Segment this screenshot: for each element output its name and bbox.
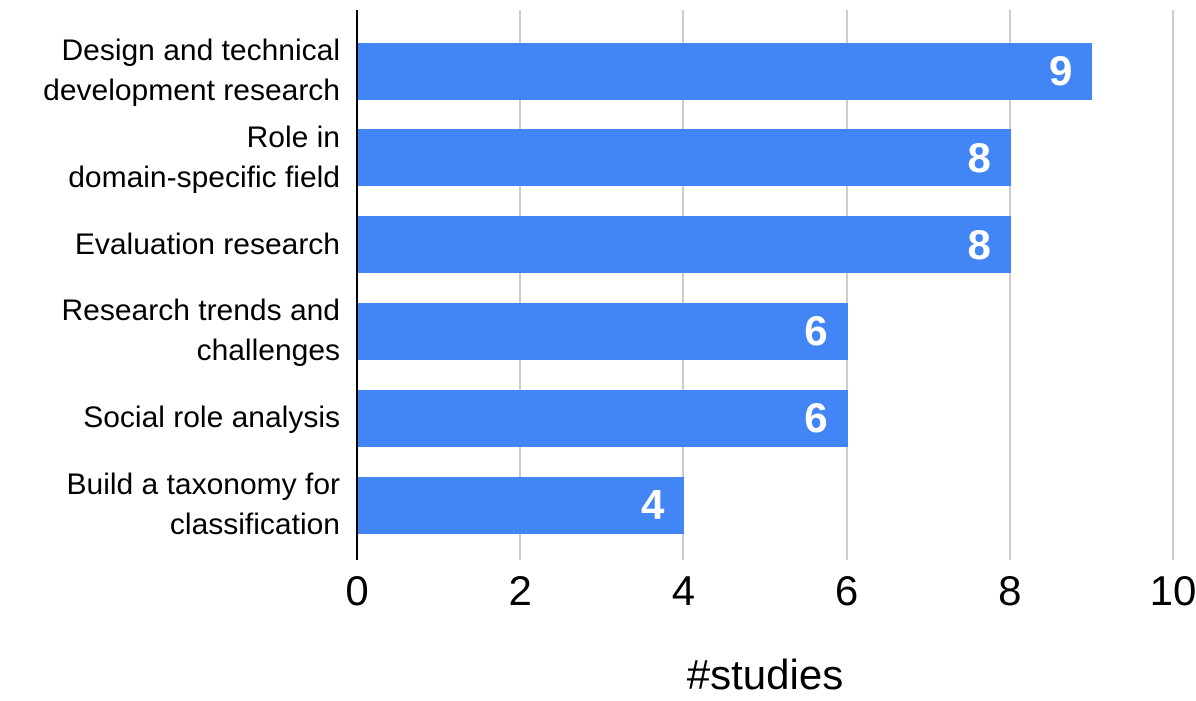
category-label-line: classification xyxy=(169,508,340,541)
category-label-line: domain-specific field xyxy=(68,160,340,194)
bar: 4 xyxy=(358,476,685,534)
bar-value-label: 8 xyxy=(967,220,991,268)
y-axis-line xyxy=(356,10,358,560)
category-label-line: Evaluation research xyxy=(74,227,340,261)
bar-value-label: 8 xyxy=(967,133,991,181)
category-label: Social role analysis xyxy=(0,368,340,468)
category-label: Role in domain-specific field xyxy=(0,108,340,208)
category-label: Design and technical development research xyxy=(0,21,340,121)
gridline xyxy=(845,10,848,560)
bar: 8 xyxy=(358,216,1011,274)
x-axis-title: #studies xyxy=(686,651,844,698)
gridline xyxy=(519,10,522,560)
bar-value-label: 9 xyxy=(1049,47,1073,94)
bar: 6 xyxy=(358,302,848,360)
gridline xyxy=(1008,10,1011,560)
x-tick-label: 2 xyxy=(508,567,532,614)
x-tick-label: 0 xyxy=(345,567,369,614)
x-tick-label: 6 xyxy=(834,567,859,614)
bar: 9 xyxy=(358,42,1093,100)
x-tick-label: 10 xyxy=(1149,567,1196,614)
gridline xyxy=(1172,10,1174,560)
x-tick-label: 8 xyxy=(998,567,1022,614)
category-label-line: Research trends and xyxy=(61,294,341,328)
category-label-line: challenges xyxy=(196,334,340,368)
gridline xyxy=(682,10,685,560)
category-label-line: Design and technical xyxy=(61,34,340,67)
category-label: Research trends and challenges xyxy=(0,281,341,381)
bar: 8 xyxy=(358,129,1011,187)
category-label-line: Social role analysis xyxy=(83,401,340,435)
category-label-line: Role in xyxy=(246,120,340,154)
category-label: Evaluation research xyxy=(0,195,340,295)
category-label: Build a taxonomy for classification xyxy=(0,455,340,555)
bar-value-label: 6 xyxy=(804,307,828,355)
category-label-line: development research xyxy=(43,74,340,107)
category-label-line: Build a taxonomy for xyxy=(66,468,340,501)
bar-value-label: 6 xyxy=(804,394,828,442)
bar-value-label: 4 xyxy=(641,481,665,528)
x-tick-label: 4 xyxy=(671,567,696,614)
bar: 6 xyxy=(358,389,848,447)
